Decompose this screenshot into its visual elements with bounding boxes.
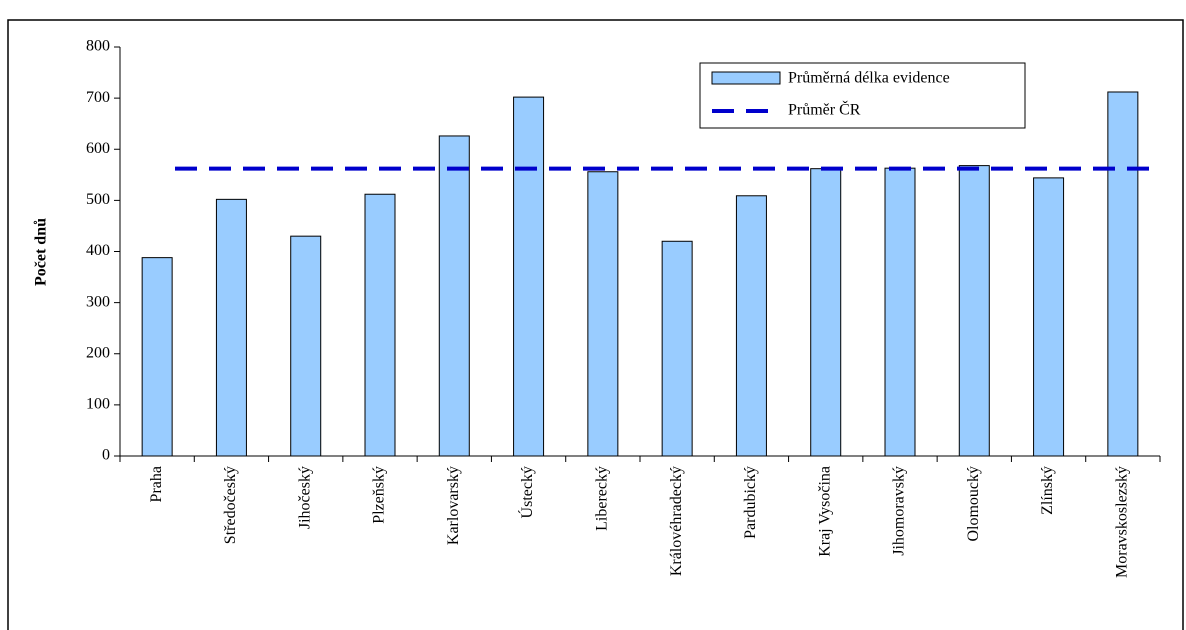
x-tick-label: Pardubický <box>742 466 759 539</box>
legend-swatch <box>711 71 781 85</box>
legend-label: Průměr ČR <box>788 100 861 119</box>
bar <box>364 193 396 457</box>
x-tick-label: Zlínský <box>1039 466 1056 515</box>
bar <box>661 240 693 457</box>
x-tick-label: Kraj Vysočina <box>816 466 833 557</box>
x-tick-label: Moravskoslezský <box>1114 466 1131 578</box>
x-tick-label: Olomoucký <box>965 466 982 542</box>
bar <box>1033 177 1065 457</box>
y-tick-label: 300 <box>86 293 110 310</box>
x-tick-label: Královéhradecký <box>668 466 685 576</box>
y-tick-label: 800 <box>86 38 110 55</box>
bar <box>290 235 322 457</box>
bar <box>884 167 916 457</box>
bar <box>438 135 470 457</box>
bar <box>513 96 545 457</box>
bar <box>215 198 247 457</box>
y-tick-label: 500 <box>86 191 110 208</box>
x-tick-label: Karlovarský <box>445 466 462 545</box>
y-tick-label: 600 <box>86 140 110 157</box>
y-axis-label: Počet dnů <box>33 218 50 286</box>
x-tick-label: Ústecký <box>517 466 536 518</box>
y-tick-label: 400 <box>86 242 110 259</box>
bar <box>141 257 173 457</box>
x-tick-label: Praha <box>148 466 165 502</box>
bar <box>810 168 842 457</box>
x-tick-label: Plzeňský <box>371 466 388 524</box>
x-tick-label: Liberecký <box>594 466 611 531</box>
legend-label: Průměrná délka evidence <box>788 70 950 87</box>
bar <box>587 171 619 457</box>
y-tick-label: 0 <box>102 447 110 464</box>
y-tick-label: 100 <box>86 396 110 413</box>
x-tick-label: Jihočeský <box>296 466 313 529</box>
bar <box>735 195 767 457</box>
y-tick-label: 700 <box>86 89 110 106</box>
x-tick-label: Jihomoravský <box>891 466 908 556</box>
x-tick-label: Středočeský <box>222 466 239 544</box>
y-tick-label: 200 <box>86 344 110 361</box>
bar <box>958 165 990 457</box>
bar <box>1107 91 1139 457</box>
